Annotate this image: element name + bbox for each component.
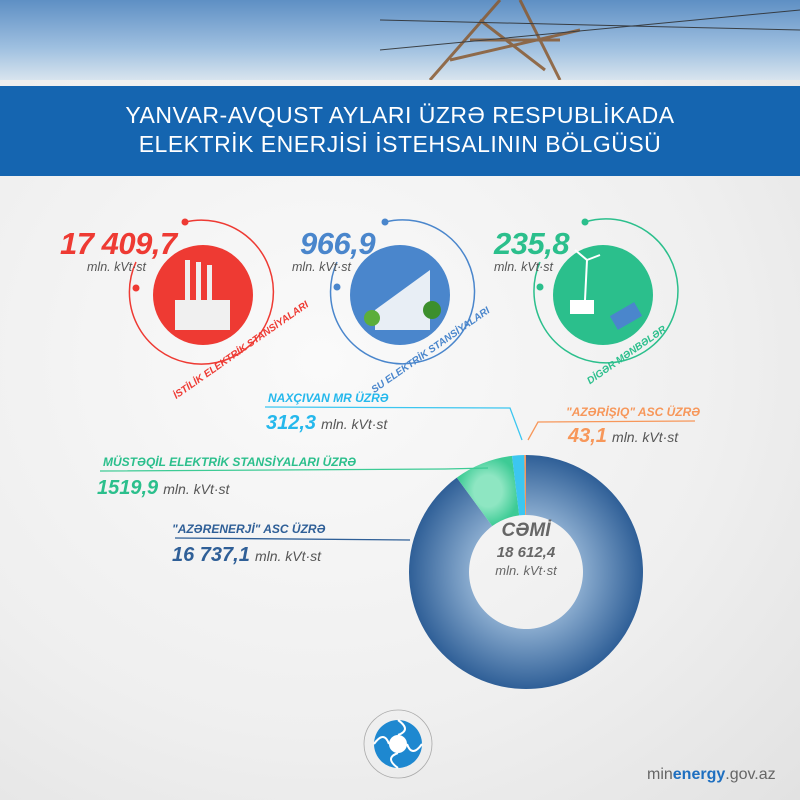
mustaqil-value-row: 1519,9 mln. kVt·st xyxy=(97,477,229,500)
mustaqil-label: MÜSTƏQİL ELEKTRİK STANSİYALARI ÜZRƏ xyxy=(103,455,357,469)
azerenerji-value-row: 16 737,1 mln. kVt·st xyxy=(172,544,321,567)
naxcivan-value: 312,3 xyxy=(266,412,317,434)
azerishiq-unit: mln. kVt·st xyxy=(612,429,679,445)
azerenerji-unit: mln. kVt·st xyxy=(254,548,322,564)
donut-slice-3 xyxy=(524,455,526,516)
title-line-2: ELEKTRİK ENERJİSİ İSTEHSALININ BÖLGÜSÜ xyxy=(138,131,662,157)
mustaqil-value: 1519,9 xyxy=(97,477,159,499)
azerenerji-value: 16 737,1 xyxy=(172,544,250,566)
mustaqil-unit: mln. kVt·st xyxy=(163,481,230,497)
hydro-value: 966,9 xyxy=(300,226,376,261)
azerishiq-value-row: 43,1 mln. kVt·st xyxy=(568,425,678,448)
total-label: CƏMİ xyxy=(501,520,551,541)
title-banner: YANVAR-AVQUST AYLARI ÜZRƏ RESPUBLİKADA E… xyxy=(0,86,800,176)
ministry-logo xyxy=(363,709,433,779)
thermal-station-graphic xyxy=(128,218,275,365)
sky-photo-banner xyxy=(0,0,800,80)
donut-slice-1 xyxy=(456,455,520,527)
donut-center: CƏMİ 18 612,4 mln. kVt·st xyxy=(466,520,586,578)
url-part: min xyxy=(647,766,673,783)
thermal-value: 17 409,7 xyxy=(60,226,177,261)
donut-slice-0 xyxy=(409,455,644,690)
hydro-station-graphic xyxy=(329,218,476,365)
other-sources-graphic xyxy=(533,218,679,364)
total-value: 18 612,4 xyxy=(496,544,556,561)
other-unit: mln. kVt·st xyxy=(494,260,554,274)
power-tower-image xyxy=(379,0,800,80)
azerishiq-label: "AZƏRİŞIQ" ASC ÜZRƏ xyxy=(566,405,701,419)
title-line-1: YANVAR-AVQUST AYLARI ÜZRƏ RESPUBLİKADA xyxy=(125,102,675,128)
naxcivan-value-row: 312,3 mln. kVt·st xyxy=(266,412,387,435)
station-graphics xyxy=(128,218,679,365)
url-part-bold: energy xyxy=(672,766,726,783)
other-value: 235,8 xyxy=(494,226,570,261)
azerishiq-value: 43,1 xyxy=(568,425,607,447)
naxcivan-label: NAXÇIVAN MR ÜZRƏ xyxy=(268,391,389,405)
leader-azerenerji xyxy=(174,537,411,541)
azerenerji-label: "AZƏRENERJİ" ASC ÜZRƏ xyxy=(172,522,326,536)
url-part: .gov.az xyxy=(725,766,776,783)
total-unit: mln. kVt·st xyxy=(495,563,557,578)
hydro-unit: mln. kVt·st xyxy=(292,260,352,274)
leader-mustaqil xyxy=(99,467,489,472)
leader-naxcivan xyxy=(264,406,523,441)
leader-azerishiq xyxy=(527,420,696,441)
thermal-arc xyxy=(128,219,275,365)
thermal-unit: mln. kVt·st xyxy=(87,260,147,274)
website-url[interactable]: minenergy.gov.az xyxy=(647,766,776,784)
leader-lines xyxy=(99,406,696,541)
donut-slice-2 xyxy=(511,455,526,516)
naxcivan-unit: mln. kVt·st xyxy=(321,416,388,432)
